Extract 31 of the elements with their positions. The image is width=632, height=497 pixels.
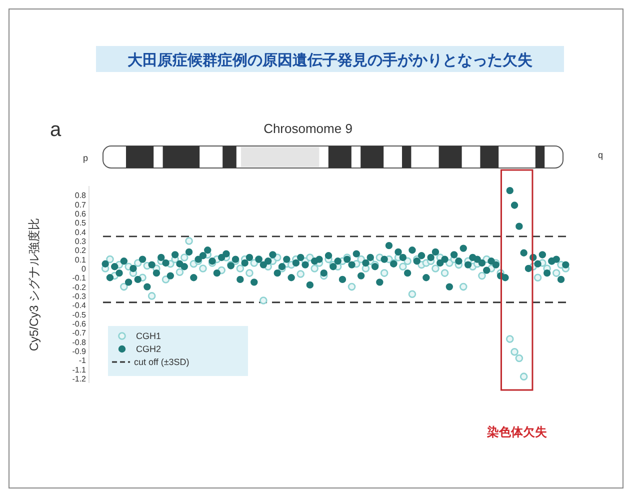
y-tick-label: 0.6 (74, 209, 87, 218)
y-tick-label: -0.9 (72, 346, 87, 356)
y-tick-label: -0.1 (72, 274, 87, 283)
y-tick-label: 0.2 (74, 246, 87, 256)
text: q (598, 150, 604, 160)
y-tick-label: -0.8 (72, 338, 87, 347)
y-tick-label: -1.1 (72, 365, 87, 374)
y-tick-label: -0.4 (72, 301, 87, 310)
y-tick-label: 0.8 (74, 191, 87, 200)
text: 染色体欠失 (486, 425, 548, 439)
y-tick-label: -0.2 (72, 282, 87, 292)
legend-label: CGH1 (136, 331, 162, 341)
y-tick-label: -1.2 (72, 374, 87, 384)
y-tick-label: 0.4 (74, 228, 87, 237)
y-tick-label: 0.3 (74, 236, 87, 246)
y-tick-label: 0.7 (74, 200, 87, 210)
y-tick-label: -1 (78, 356, 87, 366)
y-tick-label: -0.3 (72, 292, 87, 301)
legend-label: cut off (±3SD) (134, 357, 190, 367)
y-tick-label: -0.7 (72, 328, 87, 338)
text: Chrosomome 9 (264, 121, 352, 136)
y-tick-label: 0.1 (74, 255, 87, 264)
legend-label: CGH2 (136, 344, 162, 354)
text: a (50, 119, 62, 141)
y-tick-label: -0.5 (72, 310, 87, 320)
y-tick-label: 0 (82, 264, 87, 274)
y-axis-title: Cy5/Cy3 シグナル強度比 (27, 218, 41, 352)
text: p (83, 153, 88, 163)
y-tick-label: 0.5 (74, 218, 87, 228)
y-tick-label: -0.6 (72, 319, 87, 328)
chart-title: 大田原症候群症例の原因遺伝子発見の手がかりとなった欠失 (128, 52, 532, 69)
